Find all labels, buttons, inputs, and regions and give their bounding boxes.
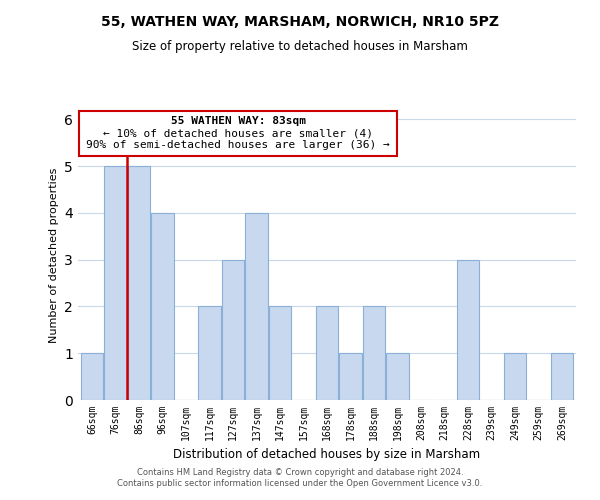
X-axis label: Distribution of detached houses by size in Marsham: Distribution of detached houses by size … — [173, 448, 481, 462]
Text: Contains HM Land Registry data © Crown copyright and database right 2024.
Contai: Contains HM Land Registry data © Crown c… — [118, 468, 482, 487]
Bar — [81, 353, 103, 400]
Bar — [316, 306, 338, 400]
Text: 90% of semi-detached houses are larger (36) →: 90% of semi-detached houses are larger (… — [86, 140, 390, 150]
Bar — [551, 353, 573, 400]
Bar — [269, 306, 291, 400]
Bar — [245, 213, 268, 400]
Text: Size of property relative to detached houses in Marsham: Size of property relative to detached ho… — [132, 40, 468, 53]
Text: ← 10% of detached houses are smaller (4): ← 10% of detached houses are smaller (4) — [103, 128, 373, 138]
Bar — [340, 353, 362, 400]
Bar — [199, 306, 221, 400]
Text: 55 WATHEN WAY: 83sqm: 55 WATHEN WAY: 83sqm — [171, 116, 306, 126]
Text: 55, WATHEN WAY, MARSHAM, NORWICH, NR10 5PZ: 55, WATHEN WAY, MARSHAM, NORWICH, NR10 5… — [101, 15, 499, 29]
Bar — [222, 260, 244, 400]
Bar — [386, 353, 409, 400]
Bar — [104, 166, 127, 400]
FancyBboxPatch shape — [79, 111, 397, 156]
Bar — [363, 306, 385, 400]
Bar — [457, 260, 479, 400]
Y-axis label: Number of detached properties: Number of detached properties — [49, 168, 59, 342]
Bar — [504, 353, 526, 400]
Bar — [128, 166, 150, 400]
Bar — [151, 213, 174, 400]
